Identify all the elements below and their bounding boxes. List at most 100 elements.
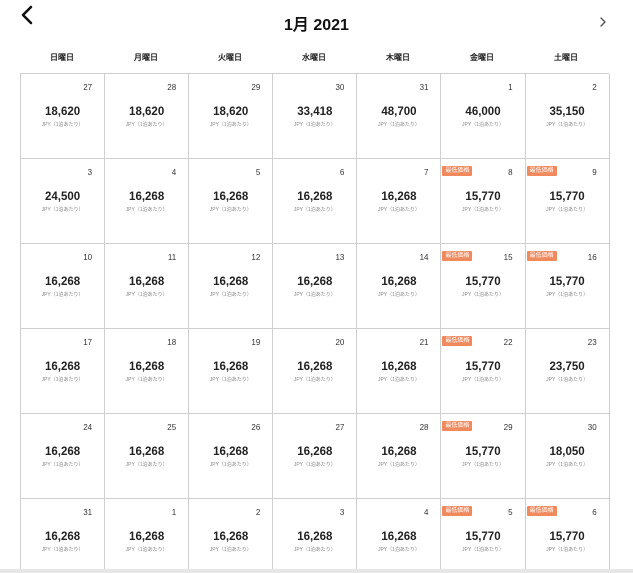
day-price: 16,268	[297, 276, 333, 288]
day-price: 16,268	[129, 446, 165, 458]
calendar-day-cell[interactable]: 最低価格 8 15,770 JPY（1泊あたり）	[441, 159, 526, 244]
calendar-day-cell[interactable]: 3 24,500 JPY（1泊あたり）	[21, 159, 106, 244]
price-unit-label: JPY（1泊あたり）	[41, 292, 84, 298]
price-unit-label: JPY（1泊あたり）	[377, 292, 420, 298]
price-unit-label: JPY（1泊あたり）	[377, 547, 420, 553]
day-price: 16,268	[297, 361, 333, 373]
calendar-day-cell[interactable]: 最低価格 5 15,770 JPY（1泊あたり）	[441, 499, 526, 573]
weekday-label: 火曜日	[218, 53, 242, 62]
calendar-day-cell[interactable]: 12 16,268 JPY（1泊あたり）	[189, 244, 274, 329]
day-number: 23	[587, 338, 597, 347]
bottom-divider	[0, 569, 633, 573]
calendar-day-cell[interactable]: 18 16,268 JPY（1泊あたり）	[105, 329, 190, 414]
calendar-day-cell[interactable]: 4 16,268 JPY（1泊あたり）	[105, 159, 190, 244]
day-price: 15,770	[465, 276, 501, 288]
month-title: 1月 2021	[284, 17, 349, 34]
calendar-day-cell[interactable]: 14 16,268 JPY（1泊あたり）	[357, 244, 442, 329]
calendar-day-cell[interactable]: 2 16,268 JPY（1泊あたり）	[189, 499, 274, 573]
calendar-day-cell[interactable]: 17 16,268 JPY（1泊あたり）	[21, 329, 106, 414]
day-number: 2	[592, 83, 597, 92]
calendar-day-cell[interactable]: 28 16,268 JPY（1泊あたり）	[357, 414, 442, 499]
day-price: 23,750	[549, 361, 585, 373]
calendar-day-cell[interactable]: 25 16,268 JPY（1泊あたり）	[105, 414, 190, 499]
back-button[interactable]	[18, 5, 38, 25]
price-unit-label: JPY（1泊あたり）	[546, 207, 589, 213]
calendar-grid: 27 18,620 JPY（1泊あたり） 28 18,620 JPY（1泊あたり） 29 18…	[20, 73, 610, 573]
calendar-day-cell[interactable]: 13 16,268 JPY（1泊あたり）	[273, 244, 358, 329]
calendar-day-cell[interactable]: 26 16,268 JPY（1泊あたり）	[189, 414, 274, 499]
day-price: 15,770	[465, 531, 501, 543]
calendar-day-cell[interactable]: 最低価格 9 15,770 JPY（1泊あたり）	[525, 159, 610, 244]
calendar-day-cell[interactable]: 31 16,268 JPY（1泊あたり）	[21, 499, 106, 573]
calendar-day-cell[interactable]: 最低価格 15 15,770 JPY（1泊あたり）	[441, 244, 526, 329]
calendar-day-cell[interactable]: 11 16,268 JPY（1泊あたり）	[105, 244, 190, 329]
calendar-day-cell[interactable]: 28 18,620 JPY（1泊あたり）	[105, 74, 190, 159]
price-unit-label: JPY（1泊あたり）	[546, 462, 589, 468]
price-unit-label: JPY（1泊あたり）	[462, 462, 504, 468]
calendar-day-cell[interactable]: 最低価格 6 15,770 JPY（1泊あたり）	[525, 499, 610, 573]
calendar-day-cell[interactable]: 最低価格 22 15,770 JPY（1泊あたり）	[441, 329, 526, 414]
price-unit-label: JPY（1泊あたり）	[209, 292, 252, 298]
price-unit-label: JPY（1泊あたり）	[41, 377, 84, 383]
calendar-day-cell[interactable]: 19 16,268 JPY（1泊あたり）	[189, 329, 274, 414]
lowest-price-badge: 最低価格	[442, 251, 473, 261]
day-number: 22	[503, 338, 513, 347]
price-unit-label: JPY（1泊あたり）	[209, 207, 252, 213]
next-month-button[interactable]	[598, 15, 612, 31]
calendar-day-cell[interactable]: 27 16,268 JPY（1泊あたり）	[273, 414, 358, 499]
chevron-left-icon	[21, 5, 33, 25]
calendar-day-cell[interactable]: 最低価格 29 15,770 JPY（1泊あたり）	[441, 414, 526, 499]
calendar-day-cell[interactable]: 3 16,268 JPY（1泊あたり）	[273, 499, 358, 573]
price-unit-label: JPY（1泊あたり）	[125, 207, 168, 213]
calendar-day-cell[interactable]: 6 16,268 JPY（1泊あたり）	[273, 159, 358, 244]
price-unit-label: JPY（1泊あたり）	[209, 122, 252, 128]
price-unit-label: JPY（1泊あたり）	[462, 207, 504, 213]
day-number: 4	[424, 508, 429, 517]
day-number: 31	[419, 83, 429, 92]
calendar-day-cell[interactable]: 23 23,750 JPY（1泊あたり）	[525, 329, 610, 414]
calendar-day-cell[interactable]: 21 16,268 JPY（1泊あたり）	[357, 329, 442, 414]
price-unit-label: JPY（1泊あたり）	[41, 207, 84, 213]
calendar-day-cell[interactable]: 7 16,268 JPY（1泊あたり）	[357, 159, 442, 244]
day-price: 18,620	[44, 106, 81, 118]
calendar-day-cell[interactable]: 30 33,418 JPY（1泊あたり）	[273, 74, 358, 159]
price-unit-label: JPY（1泊あたり）	[125, 122, 168, 128]
day-price: 16,268	[129, 531, 165, 543]
day-number: 4	[171, 168, 177, 177]
calendar-header: 1月 2021	[0, 0, 633, 42]
calendar-day-cell[interactable]: 2 35,150 JPY（1泊あたり）	[525, 74, 610, 159]
calendar-day-cell[interactable]: 30 18,050 JPY（1泊あたり）	[525, 414, 610, 499]
weekday-label: 金曜日	[470, 53, 494, 62]
day-price: 16,268	[44, 446, 81, 458]
day-number: 30	[335, 83, 345, 92]
calendar-day-cell[interactable]: 31 48,700 JPY（1泊あたり）	[357, 74, 442, 159]
day-price: 15,770	[549, 276, 585, 288]
day-price: 48,700	[381, 106, 417, 118]
calendar-day-cell[interactable]: 24 16,268 JPY（1泊あたり）	[21, 414, 106, 499]
calendar-day-cell[interactable]: 5 16,268 JPY（1泊あたり）	[189, 159, 274, 244]
calendar-day-cell[interactable]: 10 16,268 JPY（1泊あたり）	[21, 244, 106, 329]
calendar-day-cell[interactable]: 27 18,620 JPY（1泊あたり）	[21, 74, 106, 159]
day-number: 11	[167, 253, 177, 262]
calendar-day-cell[interactable]: 29 18,620 JPY（1泊あたり）	[189, 74, 274, 159]
day-number: 6	[339, 168, 345, 177]
day-number: 1	[508, 83, 513, 92]
day-number: 2	[255, 508, 261, 517]
price-unit-label: JPY（1泊あたり）	[377, 207, 420, 213]
calendar-day-cell[interactable]: 1 16,268 JPY（1泊あたり）	[105, 499, 190, 573]
calendar-day-cell[interactable]: 20 16,268 JPY（1泊あたり）	[273, 329, 358, 414]
price-unit-label: JPY（1泊あたり）	[293, 462, 336, 468]
day-price: 46,000	[465, 106, 501, 118]
day-number: 12	[251, 253, 261, 262]
day-number: 10	[83, 253, 93, 262]
day-number: 24	[83, 423, 93, 432]
day-price: 16,268	[381, 531, 417, 543]
calendar-day-cell[interactable]: 1 46,000 JPY（1泊あたり）	[441, 74, 526, 159]
lowest-price-badge: 最低価格	[526, 166, 557, 176]
price-unit-label: JPY（1泊あたり）	[377, 377, 420, 383]
calendar-day-cell[interactable]: 4 16,268 JPY（1泊あたり）	[357, 499, 442, 573]
day-number: 3	[87, 168, 93, 177]
day-price: 16,268	[297, 531, 333, 543]
calendar-day-cell[interactable]: 最低価格 16 15,770 JPY（1泊あたり）	[525, 244, 610, 329]
day-price: 16,268	[381, 276, 417, 288]
